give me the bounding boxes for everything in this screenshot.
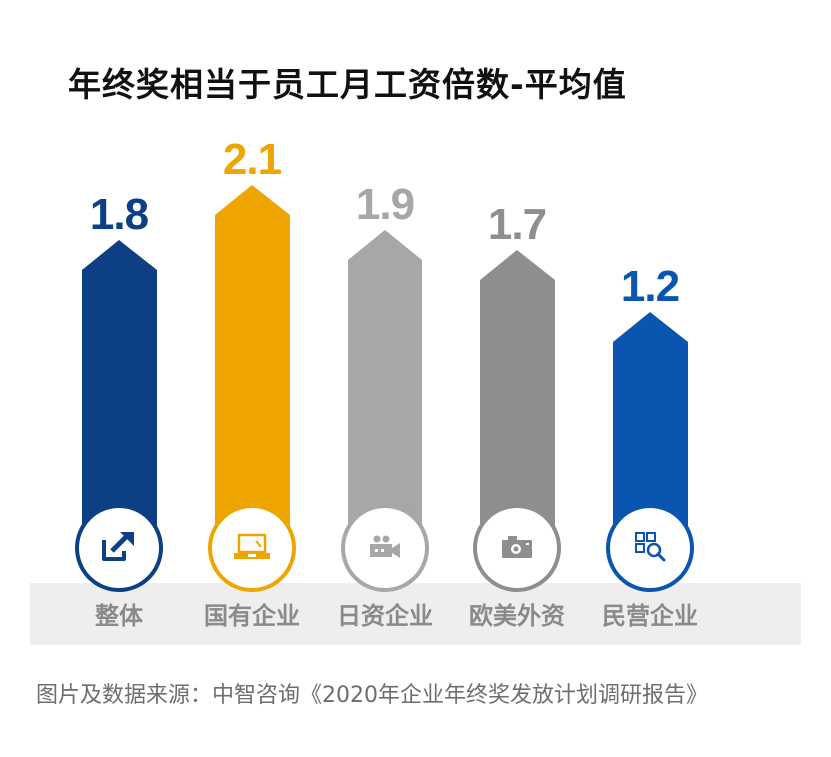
qr-search-icon — [635, 532, 666, 562]
bar-western — [473, 250, 561, 592]
bar-japanese — [341, 230, 429, 592]
chart-title: 年终奖相当于员工月工资倍数-平均值 — [68, 65, 627, 104]
category-label-soe: 国有企业 — [204, 602, 300, 630]
source-note: 图片及数据来源：中智咨询《2020年企业年终奖发放计划调研报告》 — [36, 683, 708, 708]
value-label-private: 1.2 — [620, 262, 680, 311]
laptop-icon — [234, 533, 270, 559]
category-label-private: 民营企业 — [602, 602, 698, 630]
value-label-soe: 2.1 — [222, 135, 282, 184]
share-export-icon — [102, 532, 134, 561]
bar-overall — [75, 240, 163, 592]
bar-private — [606, 312, 694, 592]
category-label-overall: 整体 — [95, 602, 143, 630]
value-label-western: 1.7 — [487, 200, 547, 249]
category-label-western: 欧美外资 — [469, 602, 565, 630]
video-camera-icon — [370, 535, 400, 558]
category-label-japanese: 日资企业 — [337, 602, 433, 630]
value-label-overall: 1.8 — [89, 190, 149, 239]
category-band — [30, 583, 801, 645]
value-label-japanese: 1.9 — [355, 180, 415, 229]
bar-soe — [208, 185, 296, 592]
camera-icon — [502, 536, 532, 558]
